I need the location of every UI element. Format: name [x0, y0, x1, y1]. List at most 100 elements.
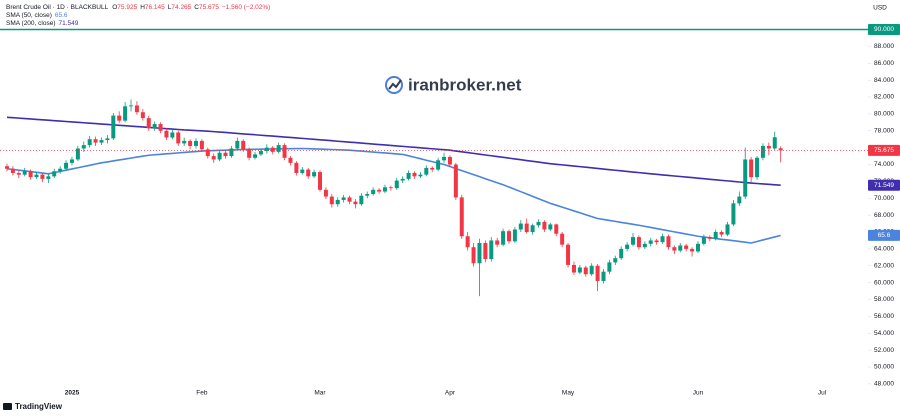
candle-body	[10, 168, 15, 173]
candle-body	[725, 224, 730, 235]
ohlc-value: 75.925	[117, 4, 137, 11]
candle-body	[690, 248, 695, 252]
last-price-tag: 75.675	[874, 147, 894, 154]
candle-body	[353, 201, 358, 205]
sma-tag-bg	[868, 179, 900, 191]
candle-body	[170, 132, 175, 138]
candle-body	[489, 240, 494, 260]
candle-body	[371, 189, 376, 195]
candle-body	[58, 168, 63, 172]
candle-body	[229, 148, 234, 157]
candle-body	[418, 174, 423, 177]
candle-body	[247, 149, 252, 158]
candle-body	[400, 178, 405, 181]
candle-body	[501, 231, 506, 245]
y-tick-label: 86.000	[874, 60, 894, 67]
candle-body	[766, 145, 771, 149]
candle-body	[453, 164, 458, 198]
candle-body	[424, 167, 429, 175]
candle-body	[69, 159, 74, 163]
candle-body	[223, 152, 228, 157]
candle-body	[264, 147, 269, 152]
candle-body	[188, 140, 193, 146]
candle-body	[365, 194, 370, 196]
candle-body	[75, 148, 80, 160]
ohlc-letter: L	[168, 4, 172, 11]
candle-body	[737, 196, 742, 204]
candle-body	[613, 258, 618, 263]
candle-body	[81, 145, 86, 149]
candle-body	[211, 156, 216, 160]
candle-body	[117, 115, 122, 121]
change-value: −1.560 (−2.02%)	[222, 4, 270, 11]
candle-body	[193, 140, 198, 146]
candle-body	[129, 105, 134, 107]
candle-body	[300, 169, 305, 173]
candle-body	[483, 242, 488, 260]
y-tick-label: 64.000	[874, 246, 894, 253]
x-tick-label: Apr	[445, 390, 456, 397]
symbol-title: Brent Crude Oil · 1D · BLACKBULL	[6, 4, 109, 11]
candle-body	[583, 267, 588, 275]
legend-title-row: Brent Crude Oil · 1D · BLACKBULL O75.925 H…	[6, 4, 270, 11]
candle-body	[743, 159, 748, 197]
candle-body	[294, 162, 299, 173]
candle-body	[205, 149, 210, 157]
brand-text: TradingView	[15, 402, 63, 411]
candle-body	[99, 140, 104, 143]
ohlc-letter: C	[194, 4, 199, 11]
sma-line	[6, 116, 781, 186]
candle-body	[46, 176, 51, 179]
candle-body	[412, 172, 417, 177]
legend-row: SMA (200, close) 71.549	[6, 20, 79, 27]
candle-body	[684, 245, 689, 249]
candle-body	[778, 148, 783, 151]
candle-body	[253, 154, 258, 158]
candle-body	[755, 157, 760, 178]
y-tick-label: 78.000	[874, 127, 894, 134]
candle-body	[258, 151, 263, 155]
y-tick-label: 62.000	[874, 262, 894, 269]
ohlc-letter: O	[112, 4, 117, 11]
level-tag-bg	[868, 24, 900, 36]
candle-body	[571, 264, 576, 273]
candle-body	[536, 221, 541, 226]
candle-body	[28, 171, 33, 178]
x-tick-label: Jul	[818, 390, 827, 397]
candle-body	[548, 224, 553, 230]
candle-body	[335, 199, 340, 205]
candle-body	[518, 223, 523, 230]
candle-body	[560, 233, 565, 245]
sma-tag: 71.549	[874, 182, 894, 189]
y-tick-label: 88.000	[874, 43, 894, 50]
candle-body	[642, 243, 647, 248]
candle-body	[40, 174, 45, 179]
candle-body	[619, 248, 624, 259]
candle-body	[158, 124, 163, 131]
brand: TradingView	[3, 402, 63, 411]
candle-body	[506, 231, 511, 242]
candle-body	[64, 162, 69, 169]
brand-logo	[3, 403, 12, 410]
candle-body	[442, 156, 447, 161]
candle-body	[477, 242, 482, 264]
candle-body	[707, 237, 712, 239]
candle-body	[512, 229, 517, 242]
candle-body	[660, 236, 665, 243]
candle-body	[666, 236, 671, 248]
candle-body	[134, 105, 139, 113]
x-tick-label: May	[562, 390, 575, 397]
level-tag: 90.000	[874, 26, 894, 33]
candle-body	[318, 172, 323, 190]
sma-line	[6, 147, 781, 244]
candle-body	[731, 203, 736, 225]
candle-body	[495, 240, 500, 245]
candle-body	[176, 132, 181, 144]
candle-body	[601, 271, 606, 281]
candle-body	[52, 171, 57, 177]
candle-body	[323, 189, 328, 197]
candle-body	[678, 245, 683, 251]
candle-body	[595, 265, 600, 281]
candle-body	[276, 145, 281, 152]
